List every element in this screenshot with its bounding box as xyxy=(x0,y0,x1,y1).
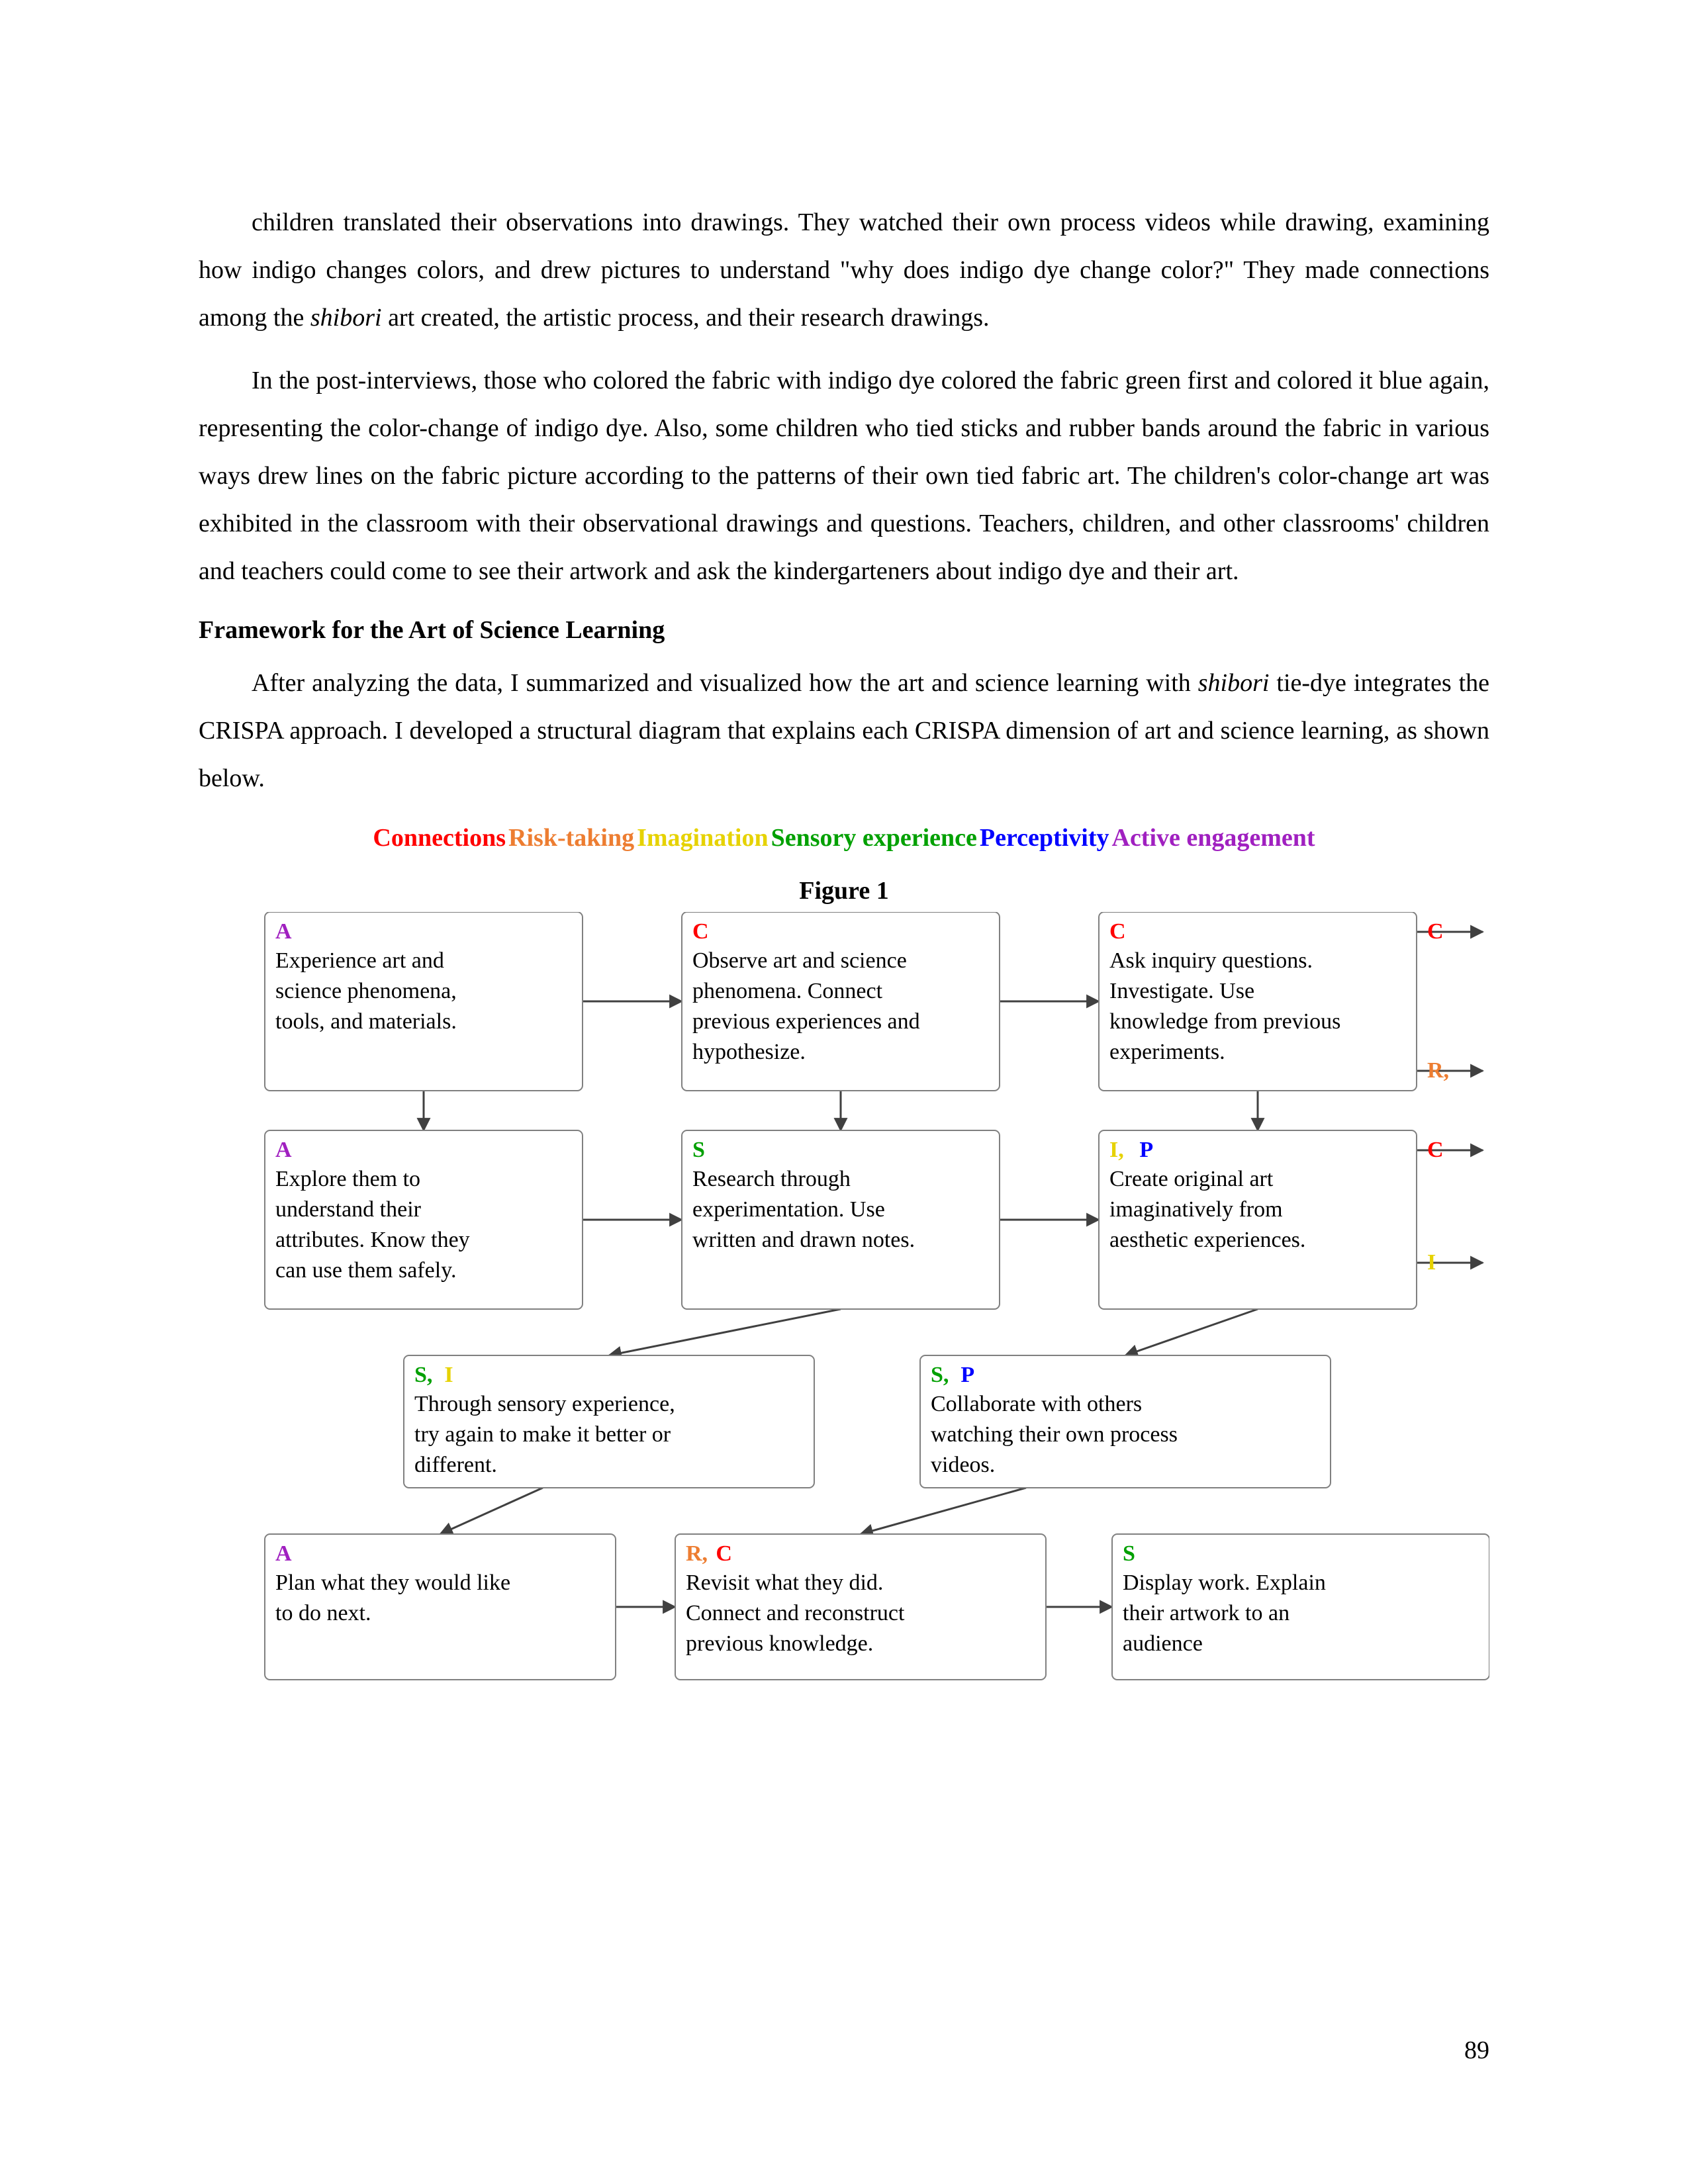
diagram-tag: R, xyxy=(1427,1058,1449,1083)
diagram-node-text: experiments. xyxy=(1109,1040,1225,1064)
section-heading: Framework for the Art of Science Learnin… xyxy=(199,615,1489,645)
diagram-node-text: previous experiences and xyxy=(692,1009,920,1034)
diagram-node-revisit: R, C Revisit what they did. Connect and rec… xyxy=(675,1534,1046,1680)
diagram-node-create: I, P Create original art imaginatively from… xyxy=(1099,1130,1417,1309)
diagram-node-text: attributes. Know they xyxy=(275,1228,470,1252)
diagram-tag: A xyxy=(275,919,292,944)
diagram-node-text: to do next. xyxy=(275,1601,371,1625)
diagram-node-text: phenomena. Connect xyxy=(692,979,883,1003)
diagram-node-tag_r_top: R, xyxy=(1427,1058,1449,1083)
paragraph-1: children translated their observations i… xyxy=(199,199,1489,342)
diagram-node-text: Explore them to xyxy=(275,1167,420,1191)
diagram-edge xyxy=(440,1488,543,1534)
diagram-node-text: Display work. Explain xyxy=(1123,1570,1326,1595)
diagram-node-text: Plan what they would like xyxy=(275,1570,510,1595)
diagram-tag: S, xyxy=(414,1363,432,1387)
diagram-tag: C xyxy=(1109,919,1126,944)
legend-active: A xyxy=(1111,824,1129,852)
diagram-node-text: Research through xyxy=(692,1167,851,1191)
diagram-node-text: Ask inquiry questions. xyxy=(1109,948,1313,973)
diagram-tag: I, xyxy=(1109,1138,1124,1162)
diagram-tag: C xyxy=(1427,1138,1444,1162)
legend-connections: C xyxy=(373,824,391,852)
diagram-node-text: knowledge from previous xyxy=(1109,1009,1340,1034)
legend-perceptivity: P xyxy=(980,824,995,852)
diagram-node-text: aesthetic experiences. xyxy=(1109,1228,1305,1252)
diagram-node-tag_c_mid: C xyxy=(1427,1138,1444,1162)
diagram-node-text: videos. xyxy=(931,1453,995,1477)
diagram-tag: P xyxy=(1139,1138,1153,1162)
para3-italic: shibori xyxy=(1198,669,1270,697)
diagram-node-text: Investigate. Use xyxy=(1109,979,1254,1003)
para1-italic: shibori xyxy=(310,304,382,332)
diagram-node-text: science phenomena, xyxy=(275,979,457,1003)
diagram-tag: C xyxy=(692,919,709,944)
diagram-node-experience: A Experience art and science phenomena, too… xyxy=(265,912,583,1091)
diagram-node-text: Through sensory experience, xyxy=(414,1392,675,1416)
figure-title: Figure 1 xyxy=(199,876,1489,905)
diagram-node-collab: S, P Collaborate with others watching their… xyxy=(920,1355,1331,1488)
legend-imagination: I xyxy=(637,824,647,852)
diagram-node-plan: A Plan what they would like to do next. xyxy=(265,1534,616,1680)
diagram-tag: S xyxy=(1123,1541,1135,1566)
diagram-node-tryagain: S, I Through sensory experience, try again … xyxy=(404,1355,814,1488)
crispa-legend: Connections Risk-taking Imagination Sens… xyxy=(199,823,1489,852)
paragraph-3: After analyzing the data, I summarized a… xyxy=(199,659,1489,803)
diagram-node-display: S Display work. Explain their artwork to a… xyxy=(1112,1534,1489,1680)
diagram-node-text: tools, and materials. xyxy=(275,1009,457,1034)
diagram-node-text: hypothesize. xyxy=(692,1040,806,1064)
diagram-tag: I xyxy=(1427,1250,1436,1275)
paragraph-2: In the post-interviews, those who colore… xyxy=(199,357,1489,596)
diagram-node-text: their artwork to an xyxy=(1123,1601,1289,1625)
diagram-node-text: imaginatively from xyxy=(1109,1197,1283,1222)
diagram-node-text: Connect and reconstruct xyxy=(686,1601,905,1625)
diagram-node-text: watching their own process xyxy=(931,1422,1178,1447)
para1-text-c: art created, the artistic process, and t… xyxy=(382,304,990,332)
diagram-node-text: can use them safely. xyxy=(275,1258,456,1283)
diagram-node-ask: C Ask inquiry questions. Investigate. Use k… xyxy=(1099,912,1417,1091)
crispa-diagram: A Experience art and science phenomena, too… xyxy=(199,912,1489,1706)
diagram-node-research: S Research through experimentation. Use wri… xyxy=(682,1130,1000,1309)
diagram-edge xyxy=(1125,1309,1258,1355)
diagram-node-text: Experience art and xyxy=(275,948,444,973)
diagram-node-text: try again to make it better or xyxy=(414,1422,671,1447)
diagram-node-text: Collaborate with others xyxy=(931,1392,1142,1416)
diagram-tag: A xyxy=(275,1138,292,1162)
diagram-node-text: written and drawn notes. xyxy=(692,1228,915,1252)
diagram-node-text: Observe art and science xyxy=(692,948,907,973)
legend-risk: R xyxy=(508,824,526,852)
diagram-tag: S, xyxy=(931,1363,949,1387)
page: children translated their observations i… xyxy=(0,0,1688,2184)
diagram-edge xyxy=(861,1488,1026,1534)
diagram-tag: P xyxy=(961,1363,974,1387)
diagram-node-text: Create original art xyxy=(1109,1167,1274,1191)
diagram-node-text: experimentation. Use xyxy=(692,1197,885,1222)
diagram-node-explore: A Explore them to understand their attribut… xyxy=(265,1130,583,1309)
para3-text-a: After analyzing the data, I summarized a… xyxy=(252,669,1198,697)
diagram-node-observe: C Observe art and science phenomena. Conne… xyxy=(682,912,1000,1091)
page-number: 89 xyxy=(1464,2036,1489,2065)
diagram-node-text: understand their xyxy=(275,1197,422,1222)
diagram-node-text: Revisit what they did. xyxy=(686,1570,883,1595)
diagram-tag: C xyxy=(1427,919,1444,944)
diagram-node-text: different. xyxy=(414,1453,497,1477)
diagram-edge xyxy=(609,1309,841,1355)
diagram-tag: R, xyxy=(686,1541,708,1566)
diagram-node-tag_i_mid: I xyxy=(1427,1250,1436,1275)
legend-sensory: S xyxy=(771,824,785,852)
diagram-node-text: previous knowledge. xyxy=(686,1631,873,1656)
diagram-tag: I xyxy=(444,1363,453,1387)
diagram-tag: S xyxy=(692,1138,705,1162)
diagram-node-text: audience xyxy=(1123,1631,1203,1656)
diagram-node-tag_c_topright: C xyxy=(1427,919,1444,944)
diagram-tag: A xyxy=(275,1541,292,1566)
diagram-tag: C xyxy=(716,1541,732,1566)
